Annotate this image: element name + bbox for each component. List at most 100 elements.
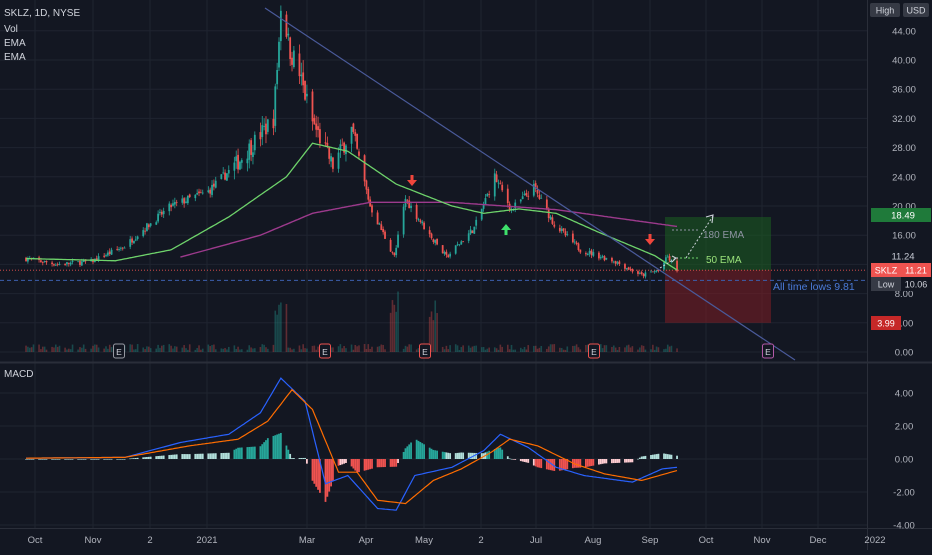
candle-body[interactable] — [214, 180, 217, 188]
candle-body[interactable] — [397, 234, 399, 248]
candle-body[interactable] — [51, 262, 53, 265]
candle-body[interactable] — [449, 253, 452, 257]
candle-body[interactable] — [319, 129, 321, 144]
earnings-marker[interactable]: E — [762, 343, 774, 359]
candle-body[interactable] — [306, 93, 308, 97]
candle-body[interactable] — [56, 264, 59, 266]
candle-body[interactable] — [499, 183, 502, 185]
candle-body[interactable] — [118, 249, 120, 250]
candle-body[interactable] — [227, 170, 230, 174]
earnings-marker[interactable]: E — [588, 343, 600, 359]
candle-body[interactable] — [53, 264, 55, 266]
candle-body[interactable] — [564, 231, 567, 236]
candle-body[interactable] — [395, 247, 398, 256]
candle-body[interactable] — [27, 258, 29, 262]
candle-body[interactable] — [196, 193, 199, 195]
candle-body[interactable] — [339, 144, 342, 150]
candle-body[interactable] — [261, 125, 264, 138]
candle-body[interactable] — [443, 252, 446, 254]
candle-body[interactable] — [421, 221, 424, 224]
earnings-marker[interactable]: E — [319, 343, 331, 359]
candle-body[interactable] — [612, 261, 615, 263]
candle-body[interactable] — [638, 272, 641, 274]
candle-body[interactable] — [579, 249, 582, 253]
candle-body[interactable] — [40, 260, 42, 262]
candle-body[interactable] — [523, 193, 526, 196]
candle-body[interactable] — [183, 198, 186, 204]
candle-body[interactable] — [534, 183, 537, 189]
candle-body[interactable] — [279, 10, 282, 42]
candle-body[interactable] — [655, 270, 658, 272]
legend-ema-2[interactable]: EMA — [4, 52, 26, 63]
candle-body[interactable] — [149, 223, 152, 226]
candle-body[interactable] — [624, 264, 626, 269]
candle-body[interactable] — [188, 194, 191, 198]
candle-body[interactable] — [460, 241, 463, 245]
candle-body[interactable] — [239, 161, 241, 170]
candle-body[interactable] — [108, 251, 111, 255]
candle-body[interactable] — [121, 247, 124, 249]
candle-body[interactable] — [252, 152, 254, 158]
time-axis[interactable]: Oct Nov 2 2021 Mar Apr May 2 Jul Aug Sep Oct Nov Dec 2… — [28, 535, 886, 546]
candle-body[interactable] — [562, 228, 565, 231]
candle-body[interactable] — [532, 183, 535, 196]
candle-body[interactable] — [428, 230, 431, 235]
candle-body[interactable] — [66, 262, 68, 265]
candle-body[interactable] — [198, 191, 200, 194]
candle-body[interactable] — [540, 197, 543, 199]
candle-body[interactable] — [272, 118, 275, 129]
candle-body[interactable] — [134, 239, 137, 241]
symbol-title[interactable]: SKLZ, 1D, NYSE — [4, 8, 80, 19]
candle-body[interactable] — [668, 256, 671, 261]
candle-body[interactable] — [120, 247, 122, 249]
candle-body[interactable] — [175, 201, 178, 203]
candle-body[interactable] — [54, 264, 57, 266]
candle-body[interactable] — [625, 268, 628, 270]
candle-body[interactable] — [285, 14, 288, 37]
candle-body[interactable] — [417, 219, 420, 221]
candle-body[interactable] — [549, 216, 552, 220]
candle-body[interactable] — [69, 262, 72, 265]
candle-body[interactable] — [560, 228, 563, 231]
candle-body[interactable] — [144, 230, 146, 232]
candle-body[interactable] — [131, 238, 133, 243]
candle-body[interactable] — [354, 132, 357, 136]
candle-body[interactable] — [467, 233, 470, 241]
candle-body[interactable] — [571, 233, 574, 243]
candle-body[interactable] — [501, 184, 504, 191]
candle-body[interactable] — [246, 158, 249, 164]
candle-body[interactable] — [172, 203, 174, 206]
candle-body[interactable] — [495, 174, 498, 182]
candle-body[interactable] — [506, 188, 509, 204]
stop-zone[interactable] — [665, 270, 771, 323]
candle-body[interactable] — [287, 33, 290, 36]
candle-body[interactable] — [220, 174, 223, 180]
candle-body[interactable] — [432, 239, 435, 242]
candle-body[interactable] — [358, 151, 360, 156]
macd-title[interactable]: MACD — [4, 369, 33, 380]
candle-body[interactable] — [644, 272, 647, 277]
candle-body[interactable] — [650, 271, 652, 273]
candle-body[interactable] — [423, 222, 425, 230]
candle-body[interactable] — [642, 273, 645, 277]
candle-body[interactable] — [110, 249, 113, 255]
candle-body[interactable] — [585, 253, 587, 255]
candle-body[interactable] — [547, 209, 550, 218]
candle-body[interactable] — [292, 50, 295, 68]
macd-panel[interactable] — [25, 377, 678, 511]
candle-body[interactable] — [237, 154, 239, 170]
candle-body[interactable] — [289, 37, 292, 60]
candle-body[interactable] — [378, 223, 381, 225]
candle-body[interactable] — [133, 240, 135, 244]
candle-body[interactable] — [222, 172, 225, 174]
candle-body[interactable] — [350, 126, 353, 144]
candle-body[interactable] — [146, 223, 148, 231]
candle-body[interactable] — [447, 255, 450, 258]
candle-body[interactable] — [77, 261, 80, 263]
candle-body[interactable] — [454, 245, 457, 254]
candle-body[interactable] — [213, 183, 215, 187]
candle-body[interactable] — [367, 188, 370, 200]
candle-body[interactable] — [278, 41, 280, 68]
